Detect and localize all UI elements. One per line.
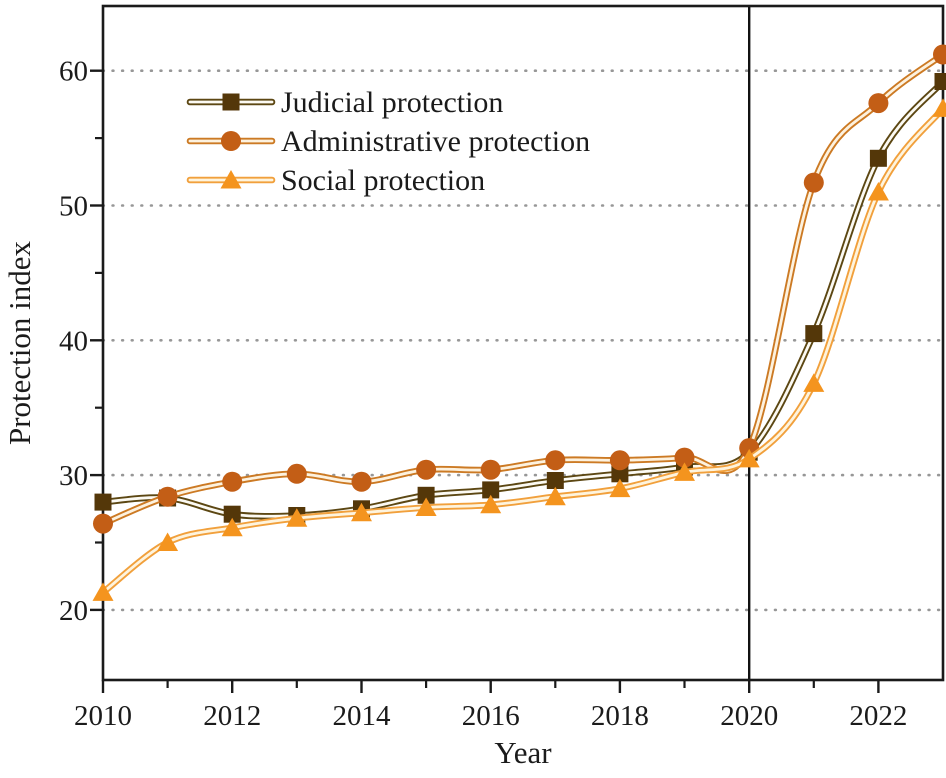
x-tick-label-2022: 2022 xyxy=(849,700,907,732)
judicial-protection-point-2012 xyxy=(223,505,241,523)
administrative-protection-point-2018 xyxy=(609,450,630,471)
judicial-protection-point-2017 xyxy=(546,472,564,489)
social-protection-point-2021 xyxy=(803,373,825,392)
legend-label: Judicial protection xyxy=(281,86,503,119)
social-protection-point-2016 xyxy=(480,494,502,514)
social-protection-point-2014 xyxy=(351,502,372,522)
social-protection-point-2015 xyxy=(415,497,437,516)
legend-square-marker-icon xyxy=(222,93,240,111)
x-tick-label-2010: 2010 xyxy=(74,700,132,732)
y-tick-label-40: 40 xyxy=(59,325,88,357)
social-protection-point-2012 xyxy=(221,517,243,537)
x-tick-label-2016: 2016 xyxy=(462,700,520,732)
social-protection-point-2023 xyxy=(932,98,946,117)
administrative-protection-point-2016 xyxy=(480,459,501,480)
y-tick-label-50: 50 xyxy=(59,191,88,223)
social-protection-point-2010 xyxy=(92,582,114,601)
administrative-protection-point-2013 xyxy=(286,463,307,484)
administrative-protection-point-2021 xyxy=(803,172,824,193)
x-tick-label-2012: 2012 xyxy=(203,700,261,732)
y-tick-label-30: 30 xyxy=(59,460,88,492)
y-tick-label-60: 60 xyxy=(59,56,88,88)
administrative-protection-point-2019 xyxy=(674,447,695,468)
judicial-protection-point-2015 xyxy=(417,486,435,504)
legend-label: Social protection xyxy=(281,164,485,197)
judicial-protection-point-2016 xyxy=(482,481,500,499)
legend-label: Administrative protection xyxy=(281,125,590,158)
administrative-protection-point-2015 xyxy=(416,459,437,480)
social-protection-point-2011 xyxy=(157,532,179,551)
administrative-protection-point-2022 xyxy=(868,93,889,114)
social-protection-point-2022 xyxy=(867,182,889,201)
legend-item-social-protection: Social protection xyxy=(186,164,485,197)
administrative-protection-point-2010 xyxy=(93,513,113,534)
y-axis-title: Protection index xyxy=(2,240,37,445)
judicial-protection-point-2010 xyxy=(94,493,112,511)
judicial-protection-point-2023 xyxy=(934,73,946,90)
social-protection-point-2020 xyxy=(738,448,760,468)
legend: Judicial protection Administrative protec… xyxy=(186,86,590,197)
x-tick-label-2014: 2014 xyxy=(333,700,392,732)
plot-frame xyxy=(101,4,945,682)
administrative-protection-point-2012 xyxy=(222,471,243,492)
series-administrative-protection xyxy=(93,44,946,534)
social-protection-point-2017 xyxy=(544,486,566,506)
x-tick-label-2018: 2018 xyxy=(591,700,649,732)
administrative-protection-point-2023 xyxy=(933,44,946,65)
legend-circle-marker-icon xyxy=(221,131,241,151)
judicial-protection-point-2018 xyxy=(611,465,629,483)
legend-item-judicial-protection: Judicial protection xyxy=(186,86,503,119)
administrative-protection-point-2011 xyxy=(157,486,178,507)
x-axis-title: Year xyxy=(494,735,552,770)
administrative-protection-point-2017 xyxy=(545,450,566,471)
legend-triangle-marker-icon xyxy=(220,170,242,189)
social-protection-point-2018 xyxy=(609,478,631,498)
series-social-protection xyxy=(92,98,946,601)
judicial-protection-point-2022 xyxy=(869,149,887,167)
judicial-protection-point-2021 xyxy=(805,325,823,343)
x-tick-label-2020: 2020 xyxy=(720,700,778,732)
administrative-protection-point-2014 xyxy=(351,471,372,492)
social-protection-point-2013 xyxy=(286,508,308,527)
social-protection-point-2019 xyxy=(674,462,695,481)
y-tick-label-20: 20 xyxy=(59,595,88,627)
legend-item-administrative-protection: Administrative protection xyxy=(186,125,590,158)
